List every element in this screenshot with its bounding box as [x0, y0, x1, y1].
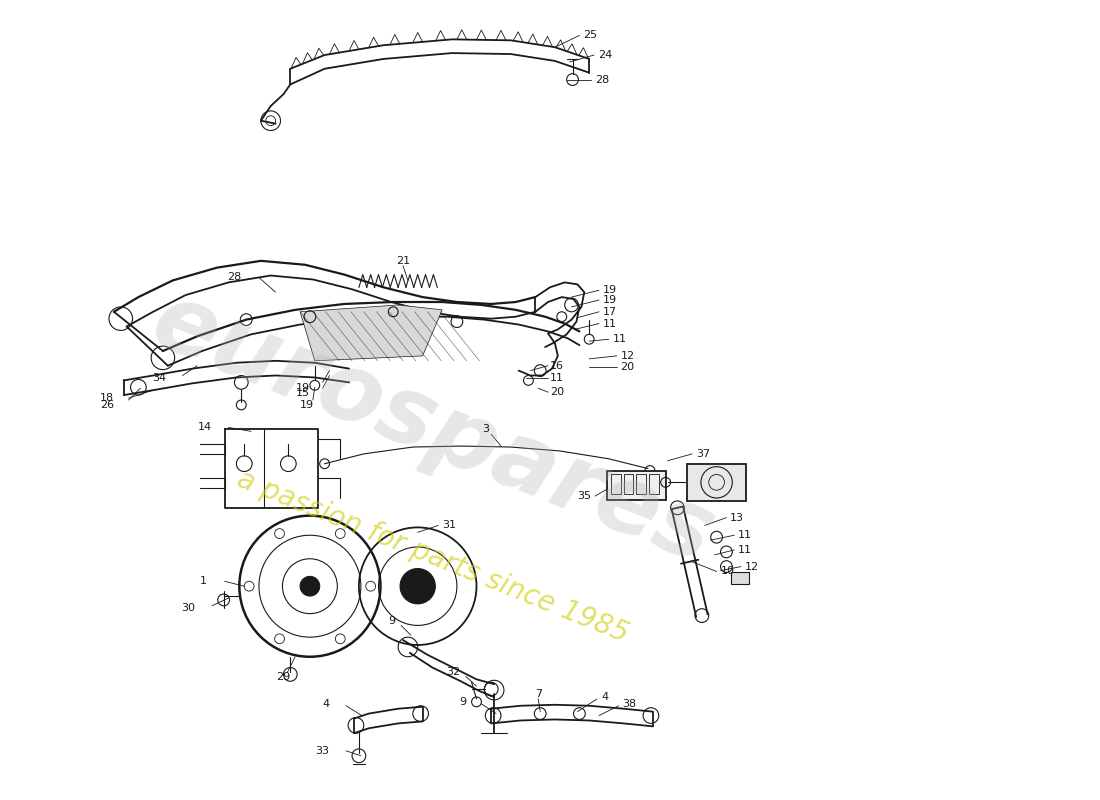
Text: 9: 9: [460, 697, 466, 707]
Text: eurospares: eurospares: [139, 275, 727, 584]
Text: 14: 14: [198, 422, 212, 433]
Text: 34: 34: [152, 374, 166, 383]
Text: 26: 26: [100, 400, 114, 410]
Text: 30: 30: [182, 602, 195, 613]
Text: 38: 38: [623, 699, 637, 709]
Text: 4: 4: [601, 692, 608, 702]
Text: 7: 7: [535, 689, 542, 699]
Text: 33: 33: [316, 746, 330, 756]
Text: 32: 32: [446, 667, 460, 678]
Text: 35: 35: [578, 491, 591, 501]
Text: 11: 11: [738, 530, 752, 540]
Text: 10: 10: [720, 566, 735, 577]
Text: 37: 37: [696, 449, 711, 459]
Bar: [607, 470, 666, 500]
Text: 31: 31: [442, 521, 456, 530]
Text: 21: 21: [396, 256, 410, 266]
Text: 4: 4: [322, 699, 330, 709]
Text: 24: 24: [598, 50, 613, 60]
Circle shape: [300, 576, 320, 596]
Text: 12: 12: [745, 562, 759, 571]
Text: 28: 28: [595, 74, 609, 85]
Text: a passion for parts since 1985: a passion for parts since 1985: [232, 466, 632, 648]
Polygon shape: [300, 305, 442, 361]
Bar: [610, 474, 620, 494]
Text: 15: 15: [296, 388, 310, 398]
Text: 20: 20: [550, 387, 564, 397]
Text: 17: 17: [603, 306, 617, 317]
Text: 28: 28: [227, 273, 241, 282]
Bar: [732, 573, 749, 584]
Text: 19: 19: [300, 400, 313, 410]
Text: 18: 18: [100, 393, 114, 403]
Text: 29: 29: [276, 672, 290, 682]
Text: 11: 11: [603, 318, 617, 329]
Text: 20: 20: [620, 362, 635, 372]
Text: 19: 19: [603, 286, 617, 295]
Text: 1: 1: [200, 576, 207, 586]
Text: 11: 11: [738, 545, 752, 555]
Bar: [649, 474, 659, 494]
Text: 13: 13: [730, 513, 745, 522]
Text: 19: 19: [603, 295, 617, 305]
Text: 12: 12: [620, 351, 635, 361]
Text: 19: 19: [296, 383, 310, 394]
Bar: [624, 474, 634, 494]
Bar: [636, 474, 646, 494]
Text: 25: 25: [583, 30, 597, 41]
Bar: [688, 464, 746, 501]
Text: 11: 11: [613, 334, 627, 344]
Text: 11: 11: [550, 374, 564, 383]
Text: 3: 3: [482, 424, 490, 434]
Text: 9: 9: [388, 617, 395, 626]
Circle shape: [400, 569, 436, 604]
Text: 16: 16: [550, 361, 564, 370]
